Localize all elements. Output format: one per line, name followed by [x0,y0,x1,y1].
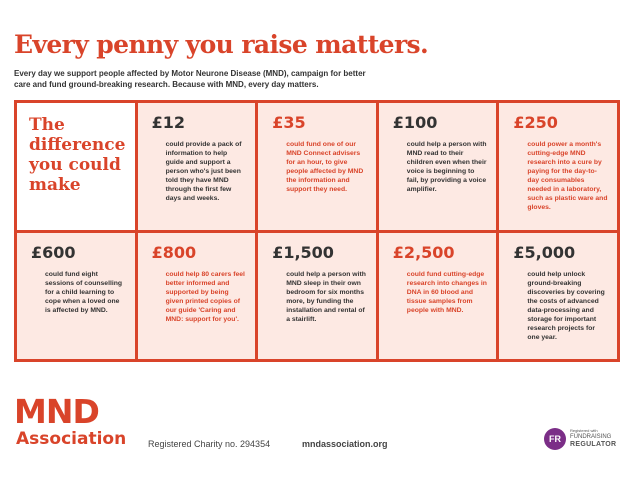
fr-logo-icon: FR [544,428,566,450]
fr-line2: REGULATOR [570,441,617,448]
donation-description: could help unlock ground-breaking discov… [527,270,605,341]
donation-amount: £1,500 [272,242,334,262]
page-headline: Every penny you raise matters. [14,30,429,59]
fr-registered-text: Registered with [570,428,598,433]
donation-card: £800 could help 80 carers feel better in… [137,232,256,359]
donation-description: could fund cutting-edge research into ch… [406,270,487,314]
charity-number: Registered Charity no. 294354 [148,439,271,449]
donation-amount: £250 [513,113,558,132]
donation-description: could help 80 carers feel better informe… [165,270,245,323]
donation-amount: £2,500 [392,242,455,262]
donation-description: could provide a pack of information to h… [165,141,242,202]
donation-description: could help a person with MND sleep in th… [286,270,366,323]
donation-amount: £35 [272,113,306,132]
logo-word: Association [16,429,127,449]
mnd-association-logo: MND Association [14,395,134,455]
grid-heading: The difference you could make [29,115,126,195]
donation-amount: £800 [151,242,197,262]
donation-card: £35 could fund one of our MND Connect ad… [258,103,376,230]
donation-card: £100 could help a person with MND read t… [378,103,497,230]
donation-amount: £12 [151,113,185,132]
donation-card: £2,500 could fund cutting-edge research … [378,232,497,359]
donation-card: £600 could fund eight sessions of counse… [17,232,135,359]
donation-description: could fund eight sessions of counselling… [45,270,123,314]
donation-amount: £100 [392,113,438,132]
donation-amount: £600 [31,242,76,262]
fundraising-regulator-badge: FR Registered with FUNDRAISING REGULATOR [544,426,624,456]
donation-card: £250 could power a month's cutting-edge … [499,103,617,230]
donation-description: could fund one of our MND Connect advise… [286,141,364,193]
donation-card: £12 could provide a pack of information … [137,103,256,230]
donation-description: could power a month's cutting-edge MND r… [527,141,608,211]
grid-heading-cell: The difference you could make [17,103,135,230]
donation-grid: The difference you could make £12 could … [14,100,620,362]
donation-card: £5,000 could help unlock ground-breaking… [499,232,617,359]
donation-description: could help a person with MND read to the… [406,141,487,193]
donation-card: £1,500 could help a person with MND slee… [258,232,376,359]
fr-line1: FUNDRAISING [570,434,612,440]
intro-paragraph: Every day we support people affected by … [14,69,366,89]
donation-amount: £5,000 [513,242,576,262]
website-link[interactable]: mndassociation.org [302,439,388,449]
logo-letters: MND [14,392,100,431]
